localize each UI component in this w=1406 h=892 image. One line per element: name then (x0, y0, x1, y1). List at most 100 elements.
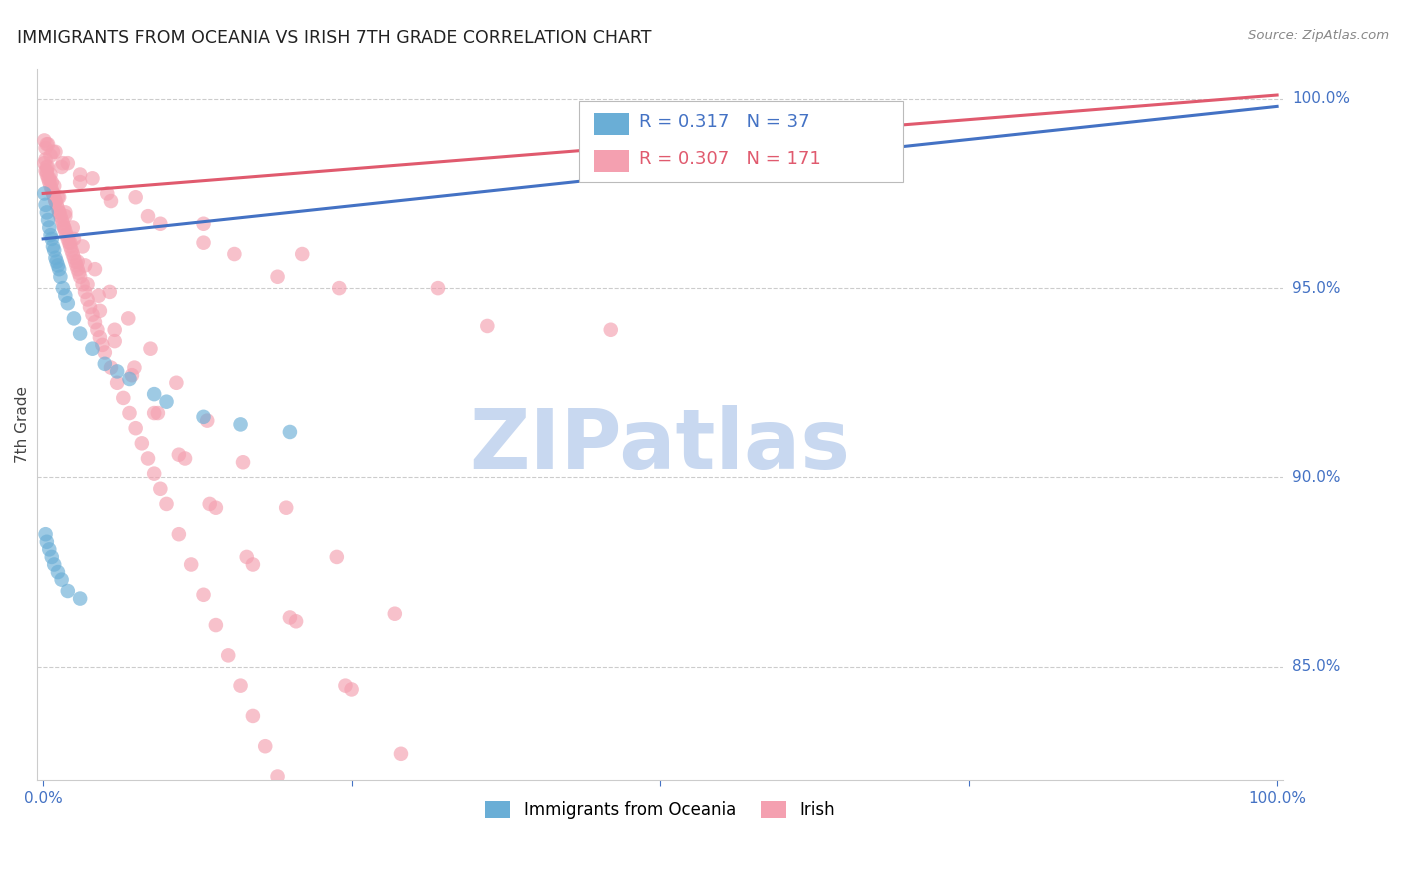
Bar (595, 113, 628, 135)
Point (427, 281, 450, 295)
Point (41, 232, 63, 246)
Point (124, 360, 146, 375)
Point (278, 425, 301, 439)
Point (389, 747, 412, 761)
Point (384, 607, 406, 621)
Point (193, 217, 215, 231)
Point (278, 610, 301, 624)
Point (48, 205, 70, 219)
Point (89, 330, 111, 344)
Point (205, 618, 228, 632)
Point (72, 277, 94, 292)
Point (69, 168, 91, 182)
Point (46, 259, 69, 273)
Point (124, 190, 146, 204)
Point (217, 648, 239, 663)
Point (62, 247, 84, 261)
Point (38, 220, 60, 235)
Point (51, 213, 73, 227)
Bar (595, 151, 628, 172)
Point (328, 281, 350, 295)
Point (69, 326, 91, 341)
Text: R = 0.307   N = 171: R = 0.307 N = 171 (638, 150, 821, 168)
Point (84, 262, 107, 277)
Point (51, 573, 73, 587)
Point (56, 584, 79, 599)
Point (304, 860, 326, 874)
Point (52, 281, 75, 295)
Point (195, 414, 218, 428)
Point (266, 269, 288, 284)
Point (34, 156, 56, 170)
Point (124, 421, 146, 435)
Point (48, 205, 70, 219)
Point (44, 145, 66, 159)
Point (66, 254, 89, 268)
Point (45, 254, 67, 268)
Point (155, 497, 177, 511)
Point (72, 239, 94, 253)
Point (91, 338, 114, 352)
Point (117, 311, 139, 326)
Text: 100.0%: 100.0% (1292, 91, 1350, 106)
Point (100, 194, 122, 208)
Point (69, 269, 91, 284)
Point (34, 198, 56, 212)
Point (38, 542, 60, 557)
Point (53, 224, 76, 238)
Text: R = 0.317   N = 37: R = 0.317 N = 37 (638, 113, 810, 131)
Point (599, 323, 621, 337)
Point (58, 235, 80, 250)
Point (94, 357, 117, 371)
Point (143, 387, 166, 401)
Point (46, 190, 69, 204)
Point (44, 558, 66, 572)
Point (285, 615, 308, 629)
Text: IMMIGRANTS FROM OCEANIA VS IRISH 7TH GRADE CORRELATION CHART: IMMIGRANTS FROM OCEANIA VS IRISH 7TH GRA… (17, 29, 651, 46)
Point (48, 190, 70, 204)
Point (53, 288, 76, 302)
Point (42, 186, 65, 201)
Point (180, 558, 202, 572)
Point (198, 497, 221, 511)
Point (35, 168, 58, 182)
Point (48, 262, 70, 277)
Point (131, 436, 153, 450)
Point (52, 217, 75, 231)
Point (235, 549, 257, 564)
Point (55, 228, 77, 243)
Point (35, 160, 58, 174)
Point (49, 209, 72, 223)
Point (112, 391, 135, 405)
Point (34, 527, 56, 541)
Point (89, 303, 111, 318)
Point (53, 209, 76, 223)
Point (39, 178, 62, 193)
Point (276, 500, 298, 515)
Point (62, 220, 84, 235)
Point (104, 323, 127, 337)
Point (98, 285, 121, 299)
Point (44, 251, 66, 265)
Point (34, 163, 56, 178)
Point (35, 163, 58, 178)
Point (232, 455, 254, 469)
Point (75, 259, 97, 273)
Point (66, 262, 89, 277)
Point (44, 178, 66, 193)
Point (60, 244, 83, 258)
Point (63, 254, 86, 268)
Point (193, 588, 215, 602)
Point (35, 534, 58, 549)
Point (34, 141, 56, 155)
Text: Source: ZipAtlas.com: Source: ZipAtlas.com (1249, 29, 1389, 42)
Point (76, 293, 98, 307)
Point (34, 186, 56, 201)
Point (38, 171, 60, 186)
Point (143, 406, 166, 420)
Point (82, 308, 104, 322)
Point (44, 244, 66, 258)
Point (278, 799, 301, 814)
Point (56, 156, 79, 170)
Point (34, 133, 56, 147)
